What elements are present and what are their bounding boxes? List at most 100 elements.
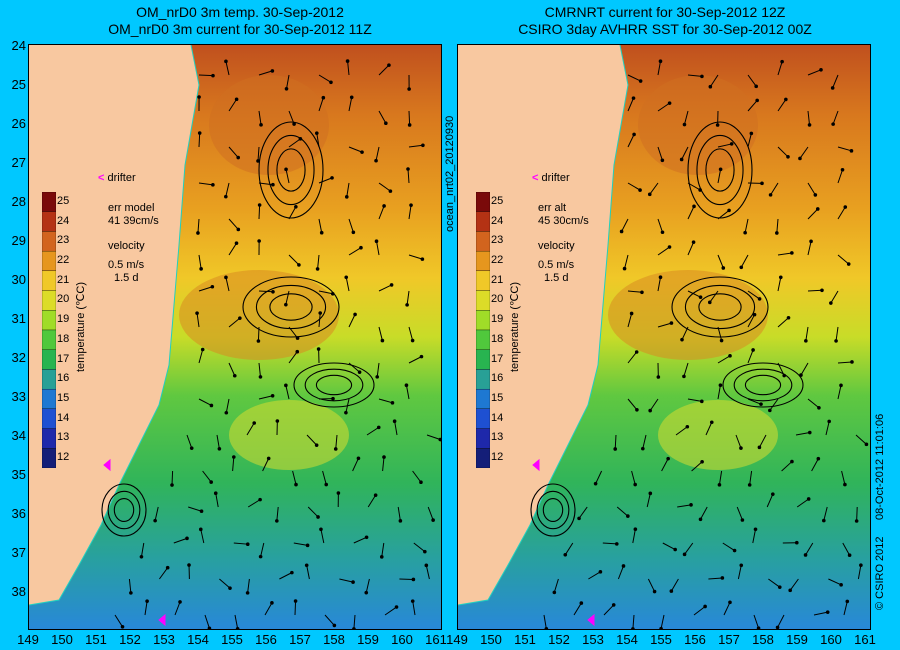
current-vector-head — [329, 80, 333, 85]
current-vector — [830, 290, 839, 304]
current-vector — [293, 542, 308, 546]
colorbar-swatch — [476, 310, 490, 331]
current-vector — [264, 602, 273, 616]
current-vector — [657, 277, 661, 292]
current-vector-head — [275, 519, 279, 523]
current-vector-head — [790, 251, 794, 255]
current-vector — [753, 614, 760, 629]
current-vector-head — [794, 540, 799, 545]
current-eddy — [671, 276, 769, 338]
current-vector — [647, 578, 656, 592]
current-vector — [675, 426, 688, 436]
current-vector-head — [234, 241, 239, 245]
current-vector — [365, 578, 370, 593]
current-vector — [408, 144, 423, 148]
current-vector — [276, 506, 279, 521]
current-vector-head — [318, 311, 323, 315]
current-vector — [617, 565, 624, 580]
current-vector — [353, 536, 367, 544]
colorbar-swatch — [476, 231, 490, 252]
current-vector-head — [847, 553, 852, 558]
current-vector — [805, 326, 809, 341]
current-vector — [670, 578, 679, 592]
current-vector — [614, 434, 617, 450]
x-tick: 153 — [582, 632, 604, 647]
x-tick: 153 — [153, 632, 175, 647]
current-vector-head — [295, 336, 300, 340]
current-vector — [204, 614, 210, 629]
current-vector — [285, 169, 290, 184]
current-vector — [766, 493, 774, 508]
current-vector — [114, 614, 123, 628]
x-tick: 160 — [391, 632, 413, 647]
current-vector — [805, 542, 814, 556]
current-vector-head — [775, 625, 780, 629]
colorbar-tick: 18 — [491, 332, 504, 345]
current-vector-head — [423, 549, 427, 554]
colorbar-tick: 22 — [491, 254, 504, 266]
current-vector — [200, 529, 205, 544]
current-vector-head — [777, 585, 782, 589]
current-vector — [717, 169, 722, 184]
x-tick: 151 — [514, 632, 536, 647]
colorbar-tick: 15 — [57, 392, 70, 404]
colorbar-gradient — [476, 192, 490, 468]
current-vector-head — [720, 576, 725, 580]
colorbar-tick: 21 — [57, 273, 70, 286]
current-vector — [288, 254, 300, 266]
current-vector-head — [816, 456, 821, 461]
current-vector — [632, 614, 635, 629]
current-vector-head — [351, 580, 355, 584]
drifter-track — [158, 613, 166, 627]
current-vector — [683, 110, 689, 125]
current-vector-head — [673, 547, 677, 552]
current-vector-head — [129, 591, 133, 595]
current-vector — [837, 169, 843, 184]
current-vector-head — [392, 419, 397, 424]
current-vector-head — [640, 290, 644, 295]
current-vector-head — [238, 316, 242, 320]
current-vector — [718, 470, 723, 485]
current-vector — [777, 252, 792, 256]
current-vector-head — [775, 231, 779, 235]
current-vector-head — [656, 375, 661, 379]
current-vector — [747, 314, 755, 328]
current-vector — [777, 362, 785, 376]
current-vector — [627, 134, 635, 148]
current-vector — [749, 470, 753, 485]
current-vector-head — [234, 97, 239, 102]
current-vector-head — [228, 586, 232, 590]
right-title-line2: CSIRO 3day AVHRR SST for 30-Sep-2012 00Z — [518, 21, 812, 37]
colorbar-title: temperature (℃C) — [509, 282, 521, 372]
current-vector — [807, 398, 820, 409]
current-vector-head — [406, 167, 410, 171]
right-map-panel[interactable] — [457, 44, 871, 630]
current-vector-head — [831, 122, 835, 126]
colorbar-swatch — [476, 290, 490, 311]
colorbar-swatch — [42, 250, 56, 272]
current-vector — [376, 362, 380, 377]
left-map-panel[interactable] — [28, 44, 442, 630]
temperature-patch — [209, 75, 329, 175]
velocity-time: 1.5 d — [114, 272, 139, 284]
current-vector-head — [199, 509, 204, 514]
current-vector — [258, 204, 261, 220]
right-title-line1: CMRNRT current for 30-Sep-2012 12Z — [544, 4, 786, 20]
current-vector — [198, 74, 214, 77]
current-vector-head — [667, 245, 672, 249]
current-vector — [693, 606, 706, 616]
current-vector — [843, 601, 848, 616]
current-vector-head — [213, 491, 218, 496]
current-vector-head — [398, 519, 403, 523]
colorbar-tick: 14 — [57, 411, 70, 424]
current-vector-head — [709, 420, 714, 425]
x-tick: 154 — [187, 632, 209, 647]
current-vector-head — [648, 491, 653, 496]
current-vector-head — [658, 59, 663, 64]
current-vector-head — [120, 625, 125, 629]
current-vector — [335, 434, 338, 449]
current-vector-head — [669, 589, 674, 593]
current-vector-head — [336, 491, 341, 495]
current-vector-head — [394, 605, 399, 609]
current-vector — [412, 601, 416, 616]
